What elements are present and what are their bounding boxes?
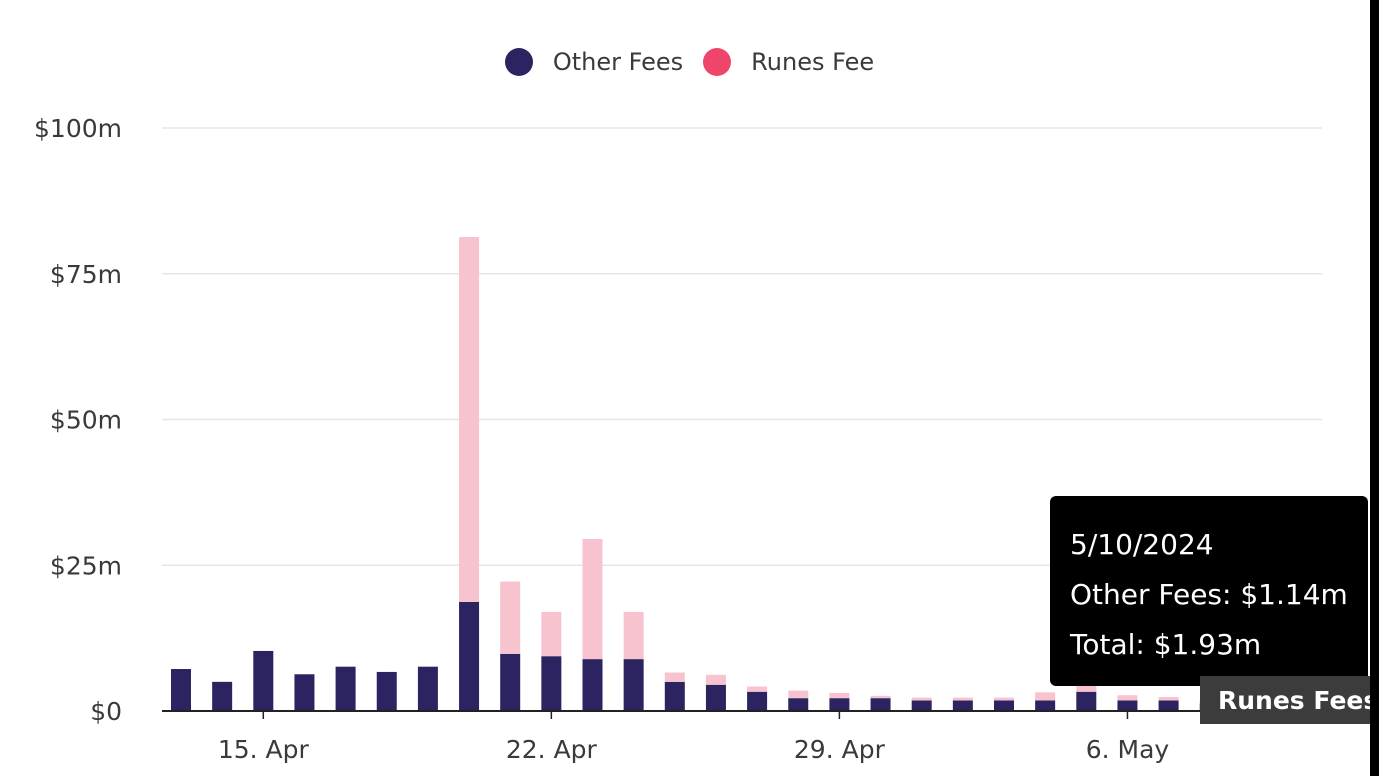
tooltip-other-fees: Other Fees: $1.14m: [1070, 578, 1348, 611]
y-tick-label: $50m: [50, 406, 122, 435]
bars: [171, 237, 1303, 711]
bar-runes-fee: [541, 611, 562, 657]
bar-runes-fee: [911, 697, 932, 701]
y-tick-label: $25m: [50, 551, 122, 580]
bar-runes-fee: [582, 539, 603, 660]
runes-fee-dot-icon: [703, 48, 732, 76]
legend-label-runes-fee: Runes Fee: [751, 48, 875, 76]
bar-other-fees: [623, 659, 644, 711]
window-edge: [1370, 0, 1379, 776]
x-tick-label: 29. Apr: [794, 735, 886, 764]
bar-runes-fee: [459, 237, 480, 602]
bar-other-fees: [1158, 700, 1179, 711]
y-tick-label: $100m: [34, 114, 122, 143]
bar-other-fees: [376, 671, 397, 711]
bar-other-fees: [335, 666, 356, 711]
bar-runes-fee: [747, 686, 768, 692]
bar-other-fees: [664, 681, 685, 711]
runes-fees-label: Runes Fees: [1200, 676, 1379, 724]
x-tick-label: 15. Apr: [218, 735, 310, 764]
y-axis: $0 $25m $50m $75m $100m: [34, 114, 122, 726]
bar-runes-fee: [952, 697, 973, 701]
bar-other-fees: [417, 666, 438, 711]
bar-runes-fee: [664, 672, 685, 682]
bar-other-fees: [1117, 700, 1138, 711]
tooltip-total: Total: $1.93m: [1070, 628, 1262, 661]
y-tick-label: $0: [90, 697, 122, 726]
bar-other-fees: [994, 700, 1014, 711]
bar-other-fees: [253, 650, 274, 711]
bar-other-fees: [294, 674, 315, 711]
bar-runes-fee: [870, 695, 891, 699]
bar-runes-fee: [1035, 692, 1056, 701]
x-tick-label: 6. May: [1086, 735, 1170, 764]
bar-runes-fee: [829, 692, 850, 699]
bar-other-fees: [747, 691, 768, 711]
bar-runes-fee: [1117, 695, 1138, 701]
bar-other-fees: [171, 669, 191, 711]
hover-tooltip: 5/10/2024 Other Fees: $1.14m Total: $1.9…: [1050, 496, 1368, 686]
x-axis: 15. Apr 22. Apr 29. Apr 6. May: [218, 711, 1170, 764]
bar-other-fees: [870, 698, 891, 711]
legend-item-runes-fee[interactable]: Runes Fee: [703, 48, 874, 76]
bar-runes-fee: [1158, 697, 1179, 701]
bar-runes-fee: [788, 690, 809, 699]
other-fees-dot-icon: [504, 48, 533, 76]
x-tick-label: 22. Apr: [506, 735, 598, 764]
bar-runes-fee: [1076, 683, 1097, 692]
bar-other-fees: [459, 601, 480, 711]
bar-runes-fee: [500, 581, 521, 654]
bar-other-fees: [705, 684, 726, 711]
bar-other-fees: [952, 700, 973, 711]
bar-other-fees: [582, 659, 603, 711]
y-tick-label: $75m: [50, 260, 122, 289]
bar-runes-fee: [623, 611, 644, 660]
bar-other-fees: [829, 698, 850, 711]
bar-other-fees: [212, 681, 233, 711]
legend-item-other-fees[interactable]: Other Fees: [504, 48, 684, 76]
bar-other-fees: [1035, 700, 1056, 711]
bar-other-fees: [1076, 691, 1097, 711]
bar-runes-fee: [994, 697, 1014, 701]
legend: Other Fees Runes Fee: [0, 48, 1379, 76]
legend-label-other-fees: Other Fees: [552, 48, 684, 76]
bar-other-fees: [911, 700, 932, 711]
bar-runes-fee: [705, 674, 726, 685]
bar-other-fees: [788, 698, 809, 711]
bar-other-fees: [500, 653, 521, 711]
tooltip-date: 5/10/2024: [1070, 528, 1214, 561]
bar-other-fees: [541, 656, 562, 711]
